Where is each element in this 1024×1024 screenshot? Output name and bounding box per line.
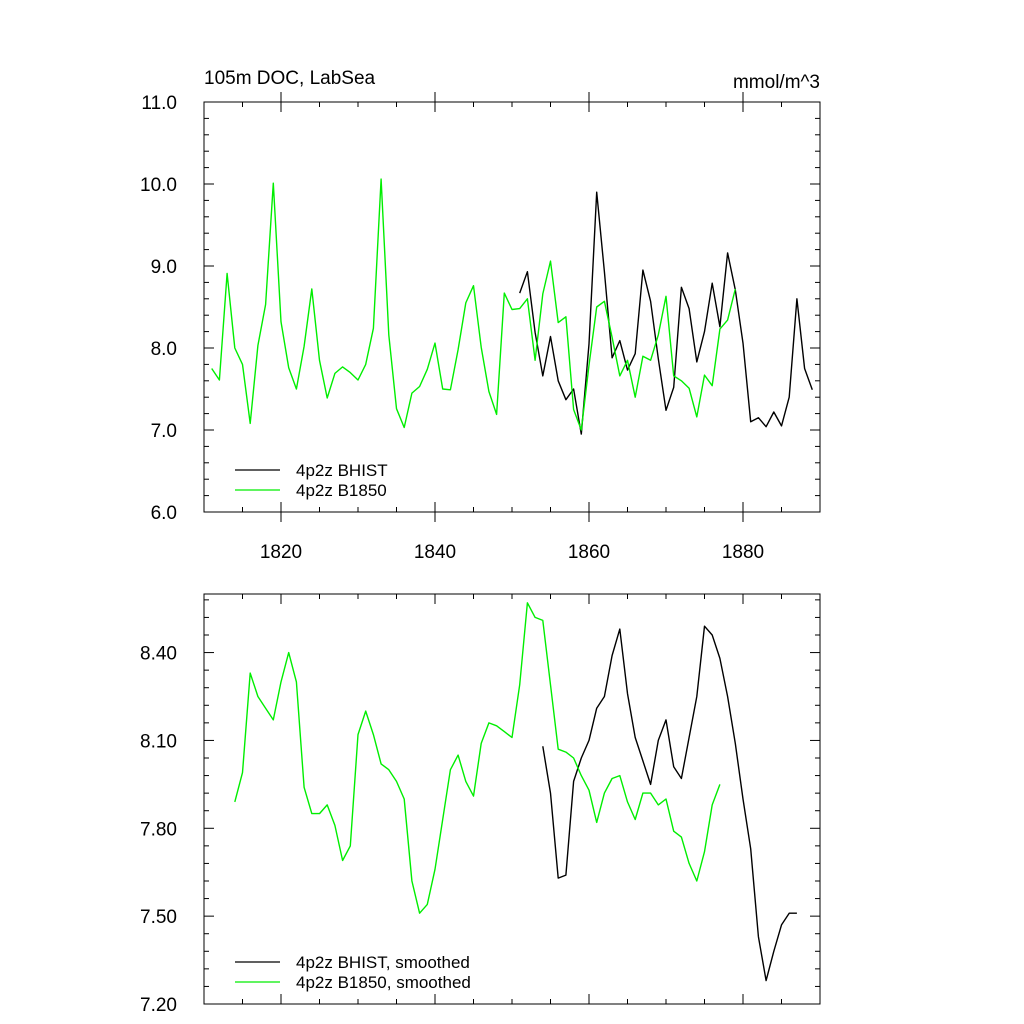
y-tick-label: 8.40 <box>140 644 177 665</box>
bottom-panel-ticks: 7.20 7.50 7.80 8.10 8.40 <box>140 594 820 1016</box>
x-tick-label: 1860 <box>568 542 610 563</box>
bottom-panel: 7.20 7.50 7.80 8.10 8.40 4p2z BHIST, smoothe… <box>140 593 821 1016</box>
x-tick-label: 1880 <box>722 542 764 563</box>
y-tick-label: 7.50 <box>140 907 177 928</box>
y-tick-label: 9.0 <box>151 257 177 278</box>
y-tick-label: 7.20 <box>140 995 177 1016</box>
y-tick-label: 6.0 <box>151 503 177 524</box>
series-line-bhist <box>542 625 797 982</box>
units-label: mmol/m^3 <box>733 72 820 93</box>
legend-label-b1850: 4p2z B1850 <box>296 481 387 500</box>
top-panel-ticks: 1820 1840 1860 1880 6.0 7.0 8.0 9.0 10.0 11.0 <box>140 92 820 563</box>
bottom-plot-frame <box>203 593 821 1005</box>
top-panel: 105m DOC, LabSea mmol/m^3 1820 1840 1860 18… <box>140 68 821 563</box>
bottom-legend: 4p2z BHIST, smoothed 4p2z B1850, smoothe… <box>235 953 471 992</box>
top-panel-series <box>211 178 813 435</box>
y-tick-label: 11.0 <box>141 93 177 114</box>
legend-label-bhist-smoothed: 4p2z BHIST, smoothed <box>296 953 470 972</box>
bottom-panel-series <box>234 602 797 982</box>
y-tick-label: 10.0 <box>140 175 177 196</box>
y-tick-label: 8.10 <box>140 731 177 752</box>
series-line-b1850 <box>234 602 721 914</box>
y-tick-label: 7.0 <box>151 421 177 442</box>
x-tick-label: 1820 <box>260 542 302 563</box>
legend-label-b1850-smoothed: 4p2z B1850, smoothed <box>296 973 471 992</box>
y-tick-label: 8.0 <box>151 339 177 360</box>
top-legend: 4p2z BHIST 4p2z B1850 <box>235 461 388 500</box>
x-tick-label: 1840 <box>414 542 456 563</box>
series-line-bhist <box>519 191 813 435</box>
y-tick-label: 7.80 <box>140 819 177 840</box>
series-line-b1850 <box>211 178 736 431</box>
chart-title: 105m DOC, LabSea <box>204 68 376 89</box>
legend-label-bhist: 4p2z BHIST <box>296 461 388 480</box>
top-plot-frame <box>203 101 821 513</box>
